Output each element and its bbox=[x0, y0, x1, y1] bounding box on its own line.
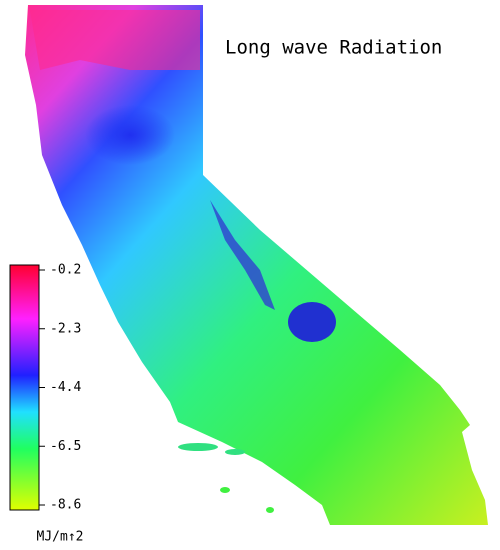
california bbox=[25, 5, 488, 525]
colorbar-unit: MJ/m↑2 bbox=[37, 530, 84, 545]
colorbar-tick-label: -2.3 bbox=[50, 321, 81, 336]
colorbar bbox=[9, 264, 40, 511]
map-title: Long wave Radiation bbox=[225, 37, 442, 59]
colorbar-tick-label: -4.4 bbox=[50, 380, 81, 395]
colorbar-tick-label: -6.5 bbox=[50, 439, 81, 454]
colorbar-tick-label: -0.2 bbox=[50, 263, 81, 278]
colorbar-tick-label: -8.6 bbox=[50, 498, 81, 513]
